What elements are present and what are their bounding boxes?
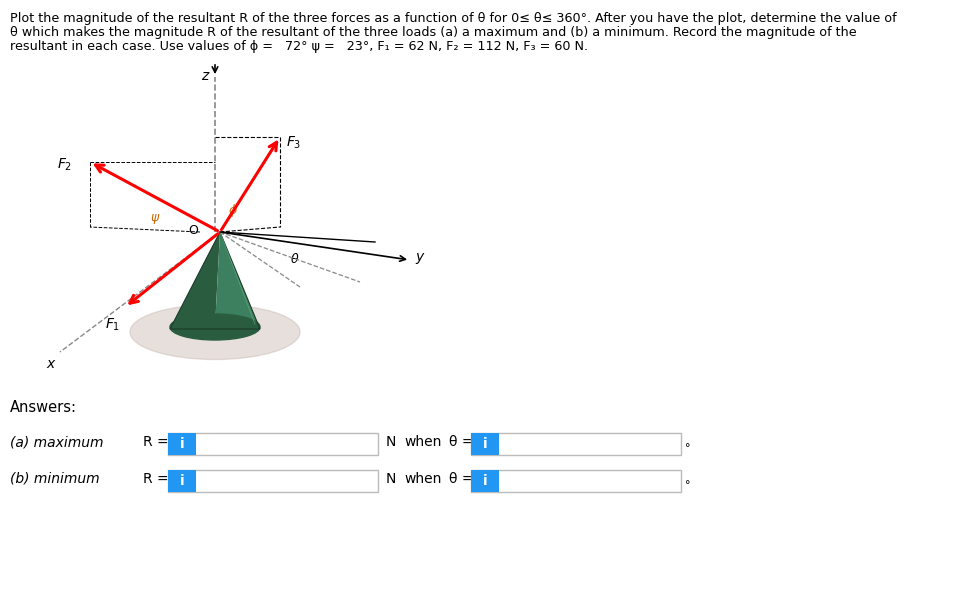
Text: $F_2$: $F_2$ [57,157,72,173]
Text: i: i [483,474,488,488]
Text: $\theta$: $\theta$ [290,252,300,266]
Text: i: i [180,437,184,451]
Text: $\psi$: $\psi$ [150,212,160,226]
Text: when: when [404,435,442,449]
Text: when: when [404,472,442,486]
Text: (a) maximum: (a) maximum [10,435,104,449]
Text: °: ° [685,480,690,490]
Polygon shape [215,232,260,329]
Text: $F_1$: $F_1$ [105,317,120,333]
Ellipse shape [170,314,260,340]
Text: i: i [483,437,488,451]
Text: (b) minimum: (b) minimum [10,472,100,486]
Text: θ =: θ = [449,435,473,449]
Text: i: i [180,474,184,488]
Text: $\phi$: $\phi$ [228,202,238,219]
FancyBboxPatch shape [168,433,196,455]
Polygon shape [170,232,220,329]
Text: Answers:: Answers: [10,400,77,415]
Text: x: x [47,357,55,371]
Text: $F_3$: $F_3$ [286,135,301,152]
FancyBboxPatch shape [471,433,499,455]
FancyBboxPatch shape [471,470,499,492]
Text: N: N [386,435,396,449]
FancyBboxPatch shape [168,433,378,455]
Ellipse shape [130,304,300,359]
FancyBboxPatch shape [168,470,378,492]
Text: R =: R = [143,472,169,486]
FancyBboxPatch shape [471,433,681,455]
Text: O: O [188,224,198,237]
Text: R =: R = [143,435,169,449]
FancyBboxPatch shape [471,470,681,492]
FancyBboxPatch shape [168,470,196,492]
Text: resultant in each case. Use values of ϕ =   72° ψ =   23°, F₁ = 62 N, F₂ = 112 N: resultant in each case. Use values of ϕ … [10,40,588,53]
Text: Plot the magnitude of the resultant R of the three forces as a function of θ for: Plot the magnitude of the resultant R of… [10,12,897,25]
Text: θ =: θ = [449,472,473,486]
Text: z: z [201,69,208,83]
Text: y: y [415,250,423,264]
Text: °: ° [685,443,690,453]
Text: θ which makes the magnitude R of the resultant of the three loads (a) a maximum : θ which makes the magnitude R of the res… [10,26,856,39]
Text: N: N [386,472,396,486]
